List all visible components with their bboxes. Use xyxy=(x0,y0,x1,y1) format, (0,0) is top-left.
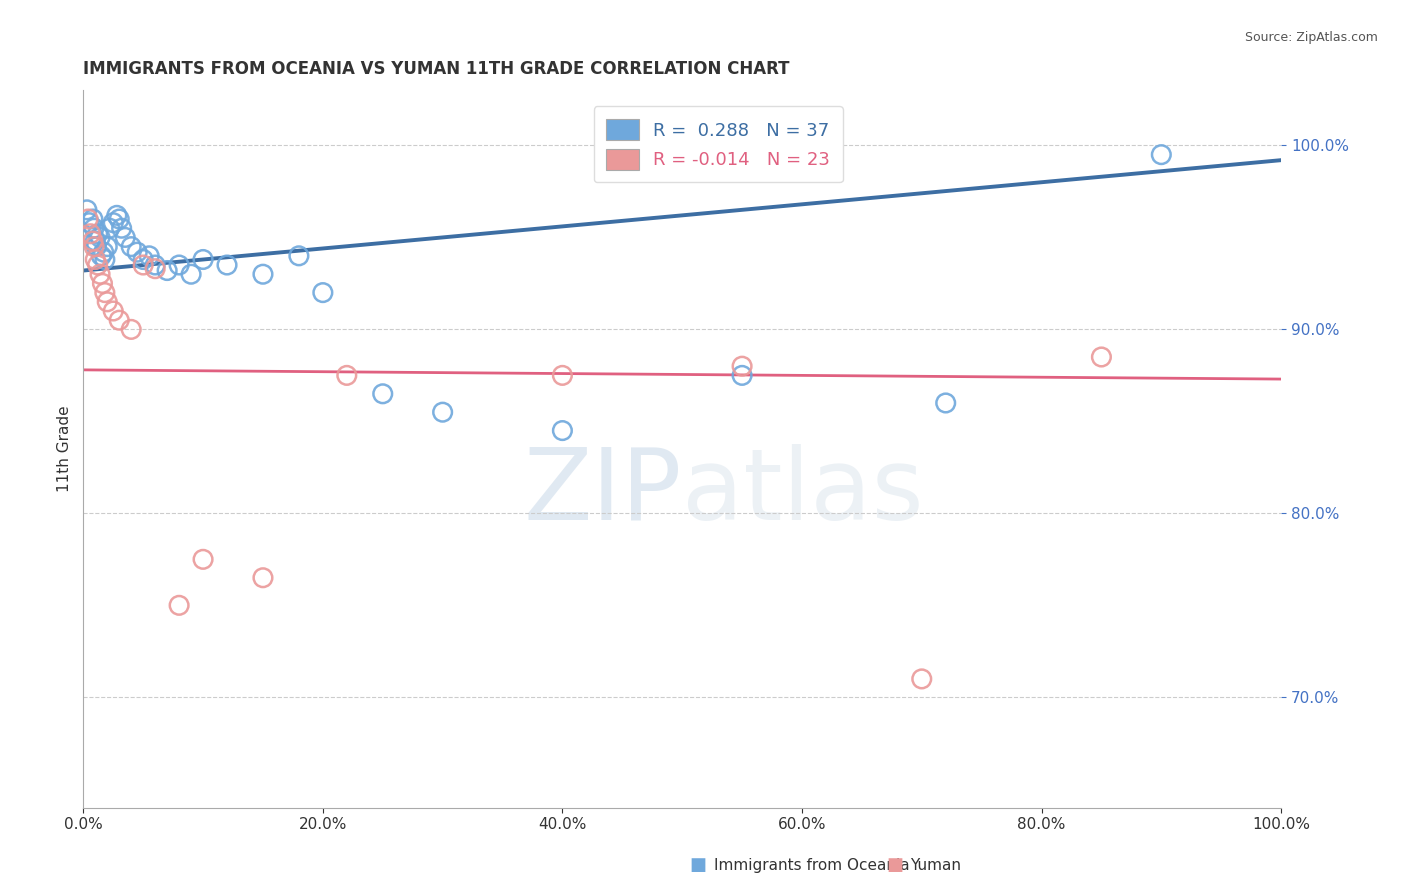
Point xyxy=(911,672,934,686)
Point xyxy=(108,212,131,227)
Point xyxy=(84,234,107,248)
Point xyxy=(93,245,115,260)
Point xyxy=(86,239,108,253)
Point xyxy=(132,252,155,267)
Point xyxy=(336,368,359,383)
Text: atlas: atlas xyxy=(682,443,924,541)
Point xyxy=(86,227,108,241)
Point xyxy=(1150,147,1173,161)
Point xyxy=(215,258,238,272)
Point xyxy=(82,212,104,227)
Point xyxy=(138,249,160,263)
Point xyxy=(252,571,274,585)
Point xyxy=(114,230,136,244)
Point xyxy=(79,227,101,241)
Point xyxy=(312,285,335,300)
Point xyxy=(103,216,125,230)
Point xyxy=(167,599,190,613)
Point xyxy=(551,424,574,438)
Point xyxy=(935,396,957,410)
Point xyxy=(96,294,118,309)
Point xyxy=(167,258,190,272)
Point xyxy=(191,552,214,566)
Point xyxy=(111,221,134,235)
Point xyxy=(731,359,754,374)
Point xyxy=(432,405,454,419)
Text: ■: ■ xyxy=(689,855,706,873)
Point xyxy=(90,249,112,263)
Point xyxy=(83,221,105,235)
Point xyxy=(108,313,131,327)
Point xyxy=(105,208,128,222)
Text: IMMIGRANTS FROM OCEANIA VS YUMAN 11TH GRADE CORRELATION CHART: IMMIGRANTS FROM OCEANIA VS YUMAN 11TH GR… xyxy=(83,60,790,78)
Point xyxy=(371,386,394,401)
Point xyxy=(77,212,100,227)
Point xyxy=(731,368,754,383)
Point xyxy=(120,239,142,253)
Point xyxy=(89,267,111,281)
Point xyxy=(76,202,98,217)
Text: Source: ZipAtlas.com: Source: ZipAtlas.com xyxy=(1244,31,1378,45)
Point xyxy=(94,285,117,300)
Point xyxy=(191,252,214,267)
Point xyxy=(94,252,117,267)
Point xyxy=(86,258,108,272)
Point xyxy=(127,245,149,260)
Point xyxy=(120,322,142,336)
Point xyxy=(156,263,179,277)
Point xyxy=(96,239,118,253)
Point xyxy=(89,230,111,244)
Point xyxy=(180,267,202,281)
Text: ZIP: ZIP xyxy=(524,443,682,541)
Point xyxy=(143,261,166,276)
Text: Yuman: Yuman xyxy=(911,858,962,872)
Point xyxy=(82,234,104,248)
Point xyxy=(103,304,125,318)
Point xyxy=(84,252,107,267)
Point xyxy=(143,258,166,272)
Point xyxy=(252,267,274,281)
Point xyxy=(288,249,311,263)
Point xyxy=(1090,350,1112,364)
Point xyxy=(91,277,114,291)
Y-axis label: 11th Grade: 11th Grade xyxy=(58,406,72,492)
Point xyxy=(83,239,105,253)
Point xyxy=(132,258,155,272)
Point xyxy=(77,216,100,230)
Text: Immigrants from Oceania: Immigrants from Oceania xyxy=(713,858,910,872)
Point xyxy=(98,221,121,235)
Point xyxy=(551,368,574,383)
Text: ■: ■ xyxy=(886,855,903,873)
Legend: R =  0.288   N = 37, R = -0.014   N = 23: R = 0.288 N = 37, R = -0.014 N = 23 xyxy=(593,106,842,183)
